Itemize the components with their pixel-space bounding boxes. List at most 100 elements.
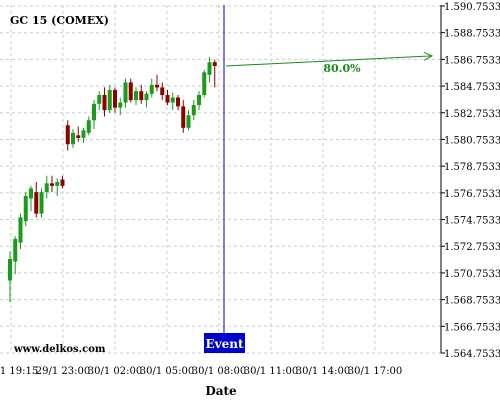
candle-body [13, 238, 18, 262]
candle-body [118, 102, 123, 108]
candle-body [207, 62, 212, 75]
candle-body [170, 97, 175, 103]
chart-title: GC 15 (COMEX) [10, 14, 109, 27]
candles [8, 57, 217, 302]
candle [107, 84, 112, 113]
candle [155, 74, 159, 92]
candle [113, 87, 117, 113]
x-axis-label: Date [205, 384, 237, 398]
candle-body [149, 84, 154, 94]
candle [76, 126, 81, 142]
x-tick-label: 29/1 23:00 [36, 366, 90, 377]
y-tick-label: 1.572.7533 [444, 242, 500, 253]
y-tick-label: 1.566.7533 [444, 322, 500, 333]
x-tick-label: 30/1 14:00 [296, 366, 350, 377]
candle [44, 175, 49, 199]
x-tick-label: 30/1 08:00 [192, 366, 246, 377]
candle [29, 185, 33, 212]
y-tick-label: 1.570.7533 [444, 269, 500, 280]
candle [102, 87, 107, 117]
projection-line [225, 55, 433, 67]
candle [197, 91, 201, 111]
candle-body [160, 87, 165, 95]
candle-body [128, 82, 133, 101]
candle-body [76, 135, 81, 138]
candle [160, 82, 165, 101]
candle [65, 120, 70, 151]
candle-body [197, 94, 201, 106]
candle-body [71, 132, 75, 145]
x-tick-label: 30/1 19:15 [0, 366, 38, 377]
candle-body [86, 120, 91, 133]
y-tick-label: 1.576.7533 [444, 189, 500, 200]
candle [86, 116, 91, 136]
candle [165, 89, 170, 106]
candle-body [186, 115, 191, 128]
candle-body [23, 195, 28, 222]
candle-body [81, 130, 86, 138]
projection: 80.0% [225, 51, 434, 75]
grid [0, 5, 441, 354]
y-tick-label: 1.568.7533 [444, 296, 500, 307]
y-tick-label: 1.578.7533 [444, 162, 500, 173]
projection-arrowhead [423, 51, 434, 61]
candle [23, 192, 28, 227]
candle [202, 69, 207, 98]
candle [18, 213, 23, 249]
candle [149, 78, 154, 98]
candle [97, 91, 102, 111]
candle [170, 92, 175, 111]
candle [139, 84, 144, 104]
x-tick-label: 30/1 11:00 [244, 366, 298, 377]
y-tick-label: 1.582.7533 [444, 109, 500, 120]
candle [39, 188, 44, 218]
candle-body [39, 192, 44, 214]
candle-body [97, 94, 102, 104]
projection-label: 80.0% [323, 62, 361, 75]
candle-body [92, 103, 96, 121]
y-tick-label: 1.564.7533 [444, 349, 500, 360]
candle-body [134, 91, 138, 101]
candle-body [165, 94, 170, 103]
candle [81, 127, 86, 143]
y-tick-label: 1.574.7533 [444, 216, 500, 227]
y-tick-label: 1.584.7533 [444, 82, 500, 93]
candle [60, 175, 65, 189]
candle-body [176, 97, 180, 107]
candle-body [139, 91, 144, 101]
candle [134, 87, 138, 106]
candle [92, 100, 96, 130]
candle-body [212, 62, 217, 66]
candle-body [191, 105, 196, 116]
candle-body [34, 192, 39, 214]
candle [144, 91, 149, 108]
candle-body [181, 106, 186, 128]
candle-body [8, 259, 12, 281]
candle [8, 251, 12, 302]
y-tick-label: 1.586.7533 [444, 55, 500, 66]
candle-body [50, 183, 54, 186]
candle-body [18, 217, 23, 243]
x-tick-label: 30/1 05:00 [140, 366, 194, 377]
y-axis: 1.590.7533 1.588.7533 1.586.7533 1.584.7533… [441, 2, 500, 360]
candle-body [113, 89, 117, 108]
candle [71, 129, 75, 148]
candle-body [202, 72, 207, 95]
candle [123, 78, 128, 108]
candle-body [107, 89, 112, 111]
y-tick-label: 1.580.7533 [444, 135, 500, 146]
x-tick-label: 30/1 02:00 [88, 366, 142, 377]
candle [181, 100, 186, 133]
candle-body [60, 179, 65, 186]
candle-body [55, 182, 60, 186]
candle-body [144, 93, 149, 101]
candle [176, 94, 180, 111]
watermark: www.delkos.com [13, 344, 106, 355]
candle [34, 182, 39, 218]
event-label: Event [205, 337, 243, 351]
candle [191, 100, 196, 121]
